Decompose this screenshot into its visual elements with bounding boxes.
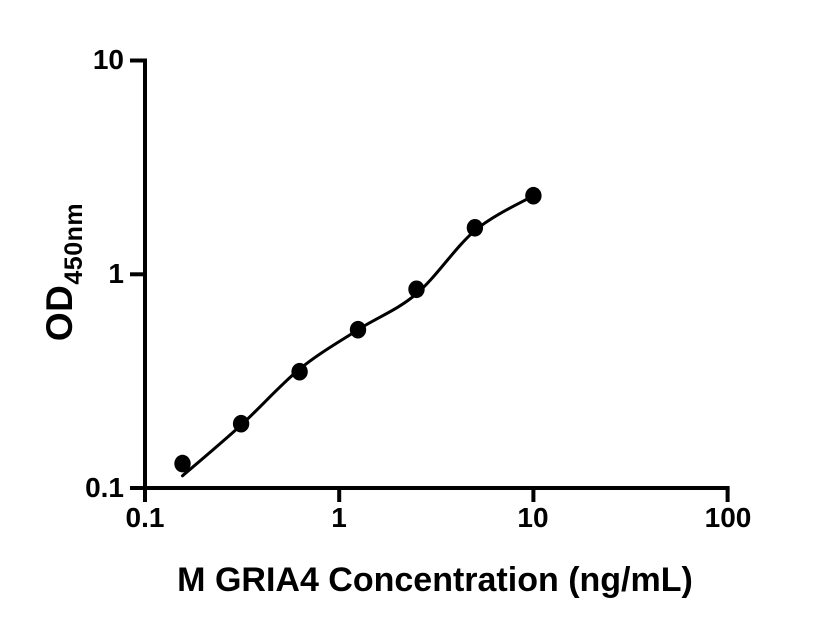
data-point-marker [349, 320, 367, 339]
x-tick-label-10: 10 [517, 502, 549, 533]
y-axis-title: OD 450nm [39, 162, 88, 382]
y-axis-title-subscript: 450nm [60, 202, 88, 285]
x-tick-label-1: 1 [331, 502, 347, 533]
y-tick-label-1: 1 [108, 258, 124, 289]
data-point-marker [525, 186, 542, 205]
data-point-marker [291, 362, 308, 381]
y-axis-title-main: OD [39, 284, 80, 342]
data-point-marker [232, 414, 250, 433]
data-point-marker [408, 280, 425, 299]
y-tick-label-0.1: 0.1 [85, 472, 124, 503]
y-tick-label-10: 10 [92, 44, 124, 75]
data-point-marker [466, 219, 484, 237]
x-axis-title: M GRIA4 Concentration (ng/mL) [177, 561, 693, 599]
x-tick-label-100: 100 [704, 502, 752, 533]
data-point-marker [174, 454, 191, 473]
x-tick-label-0.1: 0.1 [125, 502, 165, 533]
